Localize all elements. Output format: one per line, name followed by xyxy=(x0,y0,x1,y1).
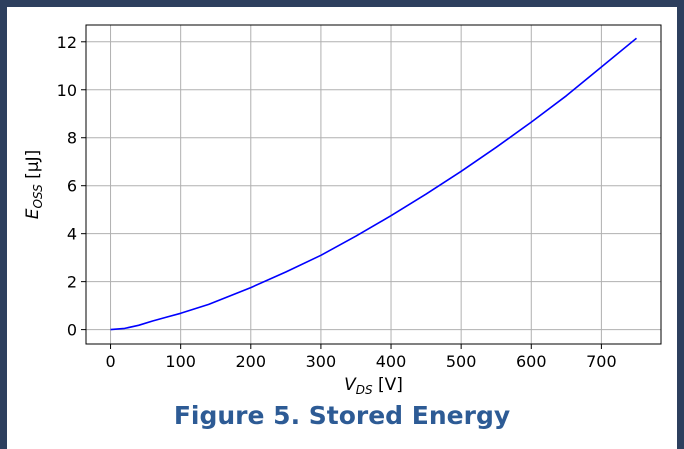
tick-layer: 0 100 200 300 400 500 600 700 0 2 4 6 8 10 12 xyxy=(57,33,617,371)
plot-frame xyxy=(85,24,662,345)
y-tick-label: 8 xyxy=(67,129,77,148)
x-axis-label: VDS [V] xyxy=(344,375,403,397)
y-tick-label: 4 xyxy=(67,225,77,244)
grid-layer xyxy=(86,25,661,344)
y-tick-label: 0 xyxy=(67,321,77,340)
x-tick-label: 600 xyxy=(516,352,547,371)
x-tick-label: 200 xyxy=(236,352,267,371)
x-axis-label-sub: DS xyxy=(356,383,373,397)
y-axis-label-main: E xyxy=(23,208,43,219)
series-layer xyxy=(110,37,638,331)
series-line xyxy=(110,37,638,331)
y-axis-label: EOSS [µJ] xyxy=(23,150,45,220)
y-axis-label-unit: [µJ] xyxy=(23,150,43,185)
x-tick-label: 400 xyxy=(376,352,407,371)
x-tick-label: 0 xyxy=(105,352,115,371)
x-tick-label: 100 xyxy=(165,352,196,371)
x-axis-label-main: V xyxy=(344,375,357,395)
x-tick-label: 700 xyxy=(586,352,617,371)
y-tick-label: 10 xyxy=(57,81,77,100)
x-axis-label-unit: [V] xyxy=(373,375,403,395)
x-tick-label: 500 xyxy=(446,352,477,371)
y-axis-label-sub: OSS xyxy=(31,184,45,209)
figure-caption: Figure 5. Stored Energy xyxy=(173,401,511,430)
y-tick-label: 2 xyxy=(67,273,77,292)
x-tick-label: 300 xyxy=(306,352,337,371)
y-tick-label: 6 xyxy=(67,177,77,196)
y-tick-label: 12 xyxy=(57,33,77,52)
